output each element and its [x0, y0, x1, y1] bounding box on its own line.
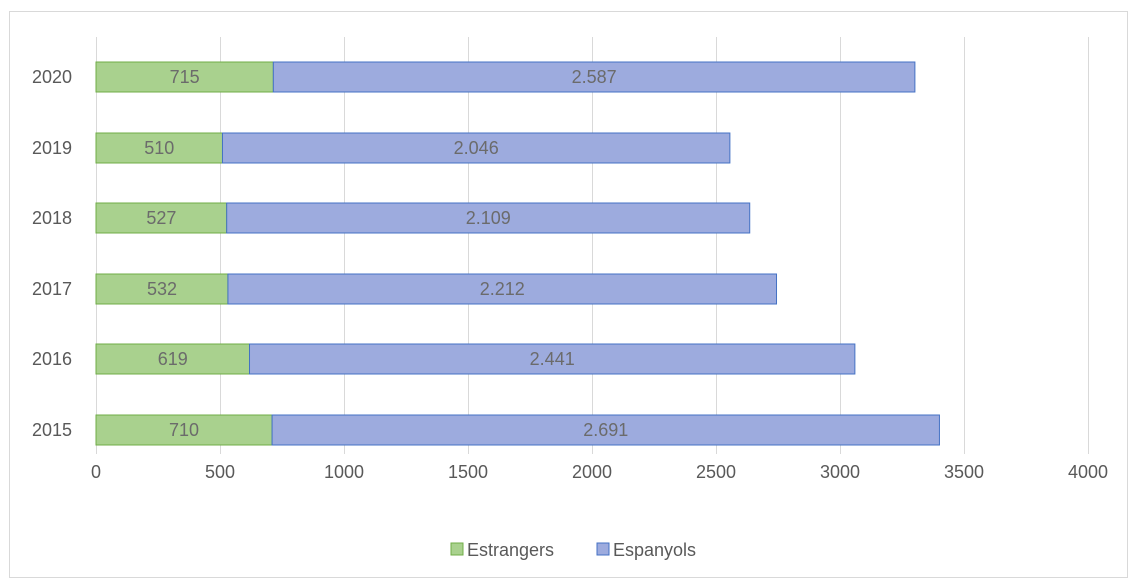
- x-axis: 0 500 1000 1500 2000 2500 3000 3500 4000: [91, 462, 1108, 482]
- x-tick-label-1000: 1000: [324, 462, 364, 482]
- data-label-espanyols-2015: 2.691: [583, 420, 628, 440]
- x-tick-label-2500: 2500: [696, 462, 736, 482]
- x-tick-label-4000: 4000: [1068, 462, 1108, 482]
- bars: [96, 62, 939, 445]
- x-tick-label-3000: 3000: [820, 462, 860, 482]
- x-tick-label-3500: 3500: [944, 462, 984, 482]
- data-label-estrangers-2015: 710: [169, 420, 199, 440]
- y-axis: 2020 2019 2018 2017 2016 2015: [32, 67, 72, 440]
- data-label-espanyols-2018: 2.109: [466, 208, 511, 228]
- data-label-espanyols-2016: 2.441: [530, 349, 575, 369]
- legend-swatch-espanyols: [597, 543, 609, 555]
- data-label-estrangers-2019: 510: [144, 138, 174, 158]
- data-label-espanyols-2020: 2.587: [572, 67, 617, 87]
- legend-label-estrangers: Estrangers: [467, 540, 554, 560]
- y-tick-label-2019: 2019: [32, 138, 72, 158]
- data-label-espanyols-2019: 2.046: [454, 138, 499, 158]
- y-tick-label-2015: 2015: [32, 420, 72, 440]
- data-label-estrangers-2018: 527: [146, 208, 176, 228]
- legend-label-espanyols: Espanyols: [613, 540, 696, 560]
- data-label-estrangers-2017: 532: [147, 279, 177, 299]
- y-tick-label-2020: 2020: [32, 67, 72, 87]
- data-label-espanyols-2017: 2.212: [480, 279, 525, 299]
- y-tick-label-2018: 2018: [32, 208, 72, 228]
- y-tick-label-2017: 2017: [32, 279, 72, 299]
- y-tick-label-2016: 2016: [32, 349, 72, 369]
- x-tick-label-500: 500: [205, 462, 235, 482]
- gridlines: [97, 37, 1089, 454]
- data-labels: 715 2.587 510 2.046 527 2.109 532 2.212 619 2.441…: [144, 67, 628, 440]
- x-tick-label-0: 0: [91, 462, 101, 482]
- x-tick-label-1500: 1500: [448, 462, 488, 482]
- x-tick-label-2000: 2000: [572, 462, 612, 482]
- legend-swatch-estrangers: [451, 543, 463, 555]
- legend: Estrangers Espanyols: [451, 540, 696, 560]
- data-label-estrangers-2016: 619: [158, 349, 188, 369]
- data-label-estrangers-2020: 715: [170, 67, 200, 87]
